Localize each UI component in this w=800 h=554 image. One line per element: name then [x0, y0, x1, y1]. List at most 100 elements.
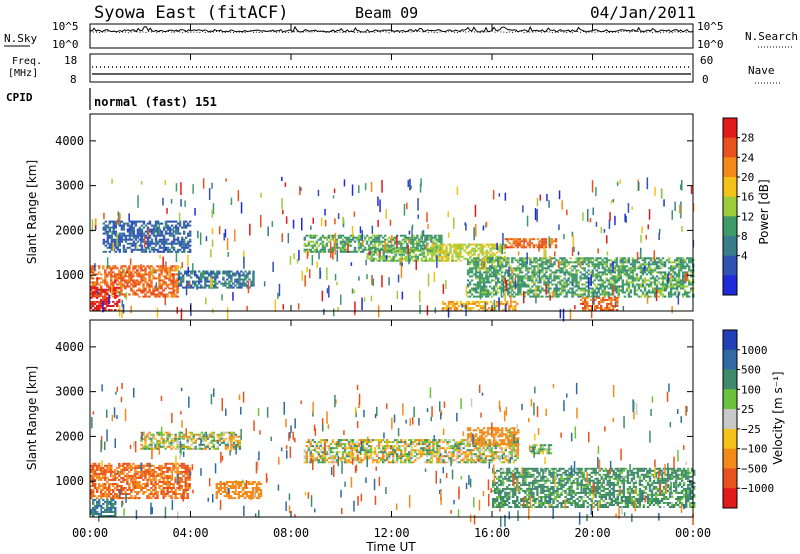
heat-cell — [400, 265, 403, 279]
heat-cell — [154, 474, 157, 477]
heat-cell — [309, 244, 312, 247]
heat-cell — [170, 269, 173, 272]
heat-cell — [94, 474, 97, 477]
heat-cell — [478, 271, 482, 274]
colorbar-tick-label: 12 — [741, 210, 754, 223]
heat-cell — [651, 261, 655, 264]
heat-cell — [148, 495, 151, 498]
heat-cell — [503, 275, 506, 278]
heat-cell — [122, 234, 126, 237]
heat-cell — [164, 246, 168, 249]
heat-cell — [671, 261, 675, 264]
heat-cell — [215, 495, 218, 498]
heat-cell — [177, 284, 181, 287]
heat-cell — [563, 287, 566, 290]
heat-cell — [234, 272, 237, 275]
heat-cell — [110, 240, 113, 243]
heat-cell — [114, 288, 117, 291]
heat-cell — [639, 252, 642, 258]
heat-cell — [659, 287, 663, 290]
heat-cell — [547, 289, 550, 292]
heat-cell — [300, 187, 302, 191]
heat-cell — [110, 504, 113, 507]
heat-cell — [558, 224, 560, 230]
heat-cell — [164, 271, 167, 274]
heat-cell — [92, 271, 95, 274]
heat-cell — [577, 263, 580, 266]
heat-cell — [601, 283, 604, 286]
heat-cell — [671, 279, 675, 282]
heat-cell — [243, 493, 247, 495]
heat-cell — [118, 250, 121, 253]
heat-cell — [98, 464, 101, 467]
heat-cell — [555, 295, 558, 298]
heat-cell — [144, 464, 147, 467]
heat-cell — [175, 251, 178, 263]
heat-cell — [684, 285, 687, 288]
heat-cell — [493, 271, 496, 274]
heat-cell — [511, 295, 514, 298]
heat-cell — [647, 265, 651, 268]
heat-cell — [579, 257, 582, 260]
heat-cell — [472, 273, 476, 276]
heat-cell — [311, 250, 314, 253]
heat-cell — [182, 470, 185, 473]
heat-cell — [187, 232, 190, 235]
heat-cell — [635, 283, 639, 286]
heat-cell — [92, 305, 95, 307]
heat-cell — [485, 287, 488, 290]
heat-cell — [331, 238, 335, 241]
heat-cell — [469, 251, 472, 254]
heat-cell — [408, 239, 411, 244]
heat-cell — [359, 244, 363, 247]
heat-cell — [96, 464, 99, 467]
heat-cell — [376, 259, 379, 262]
heat-cell — [357, 244, 361, 247]
heat-cell — [319, 242, 322, 245]
heat-cell — [595, 221, 598, 227]
heat-cell — [182, 493, 185, 495]
heat-cell — [144, 250, 148, 253]
heat-cell — [160, 474, 163, 477]
heat-cell — [418, 253, 421, 256]
heat-cell — [339, 236, 343, 239]
heat-cell — [647, 271, 651, 274]
heat-cell — [140, 439, 143, 442]
heat-cell — [156, 497, 159, 500]
heat-cell — [228, 282, 231, 285]
heat-cell — [128, 220, 132, 223]
heat-cell — [234, 278, 237, 281]
heat-cell — [110, 515, 113, 517]
heat-cell — [104, 495, 107, 498]
heat-cell — [385, 255, 388, 260]
heat-cell — [124, 222, 128, 225]
heat-cell — [116, 291, 119, 294]
heat-cell — [96, 511, 99, 513]
heat-cell — [530, 242, 534, 245]
heat-cell — [144, 246, 148, 249]
heat-cell — [475, 245, 478, 248]
heat-cell — [303, 242, 306, 245]
heat-cell — [228, 270, 231, 273]
heat-cell — [408, 236, 411, 239]
heat-cell — [150, 470, 153, 473]
heat-cell — [508, 305, 511, 307]
heat-cell — [162, 433, 165, 436]
heat-cell — [394, 253, 397, 256]
heat-cell — [90, 474, 93, 477]
heat-cell — [323, 309, 325, 315]
heat-cell — [461, 243, 464, 246]
heat-cell — [410, 240, 413, 243]
heat-cell — [211, 239, 214, 247]
heat-cell — [134, 478, 137, 481]
heat-cell — [583, 287, 586, 290]
heat-cell — [465, 304, 467, 317]
heat-cell — [623, 267, 627, 270]
heat-cell — [447, 302, 451, 305]
heat-cell — [152, 489, 155, 491]
heat-cell — [370, 247, 373, 250]
heat-cell — [619, 269, 622, 272]
heat-cell — [225, 493, 229, 495]
heat-cell — [150, 232, 154, 235]
heat-cell — [114, 500, 117, 503]
